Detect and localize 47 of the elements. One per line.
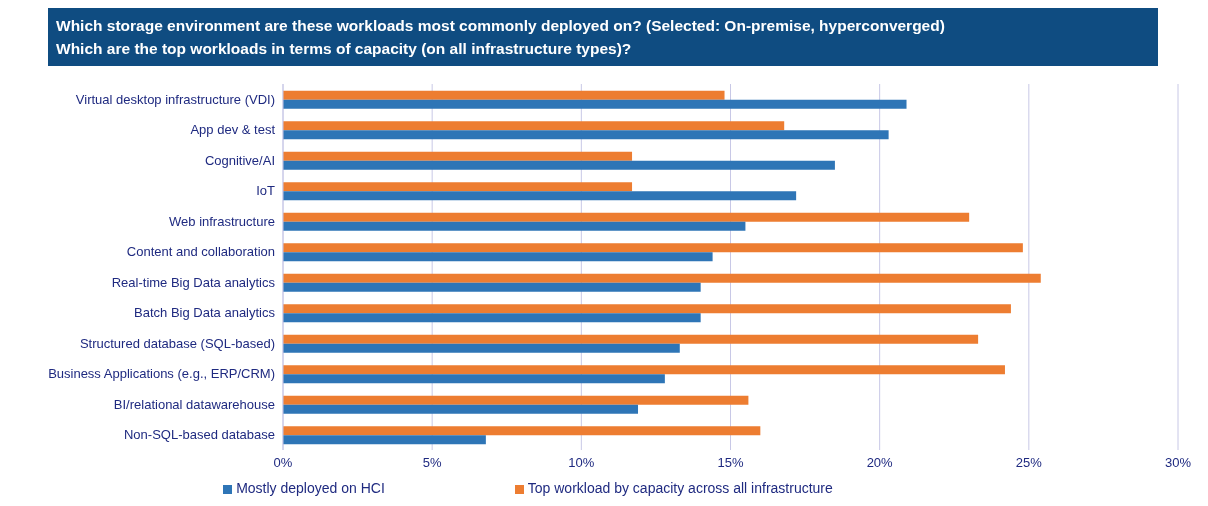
bar xyxy=(283,90,725,100)
bar xyxy=(283,343,680,353)
y-tick-label: Web infrastructure xyxy=(169,213,275,229)
bar xyxy=(283,191,797,201)
bar xyxy=(283,304,1011,314)
bar xyxy=(283,130,889,140)
bar xyxy=(283,243,1023,253)
y-tick-label: Business Applications (e.g., ERP/CRM) xyxy=(48,366,275,382)
y-tick-label: Structured database (SQL-based) xyxy=(79,335,275,351)
x-tick-label: 20% xyxy=(866,455,894,471)
y-tick-label: Virtual desktop infrastructure (VDI) xyxy=(75,91,275,107)
bar xyxy=(283,334,979,344)
legend-label: Top workload by capacity across all infrastructure xyxy=(527,480,833,496)
bar xyxy=(283,282,701,292)
x-tick-label: 30% xyxy=(1164,455,1192,471)
y-tick-label: Real-time Big Data analytics xyxy=(111,274,276,290)
y-tick-label: BI/relational datawarehouse xyxy=(113,396,275,412)
bar xyxy=(283,374,665,384)
bar xyxy=(283,426,761,436)
bar xyxy=(283,99,907,109)
bar xyxy=(283,273,1041,283)
bar xyxy=(283,221,746,231)
y-tick-label: App dev & test xyxy=(190,122,276,138)
chart-title: Which storage environment are these workloads most commonly deployed on? (Selected: On-premise, hyperconverged) xyxy=(56,16,946,36)
bar xyxy=(283,252,713,262)
x-tick-label: 25% xyxy=(1015,455,1043,471)
bar xyxy=(283,404,639,414)
y-tick-label: Batch Big Data analytics xyxy=(134,305,276,321)
bar xyxy=(283,160,835,170)
x-tick-label: 5% xyxy=(422,455,442,471)
y-tick-label: Non-SQL-based database xyxy=(123,427,275,443)
bar xyxy=(283,313,701,323)
bar xyxy=(283,121,785,131)
y-tick-label: IoT xyxy=(256,183,276,199)
bar xyxy=(283,365,1005,375)
legend-label: Mostly deployed on HCI xyxy=(236,480,385,496)
x-tick-label: 10% xyxy=(568,455,595,471)
chart-subtitle: Which are the top workloads in terms of capacity (on all infrastructure types)? xyxy=(56,39,633,59)
bar xyxy=(283,395,749,405)
x-tick-label: 15% xyxy=(717,455,744,471)
bar xyxy=(283,182,633,192)
y-tick-label: Cognitive/AI xyxy=(204,152,275,168)
bar xyxy=(283,151,633,161)
bar xyxy=(283,435,486,445)
bar xyxy=(283,212,970,222)
y-tick-label: Content and collaboration xyxy=(126,244,275,260)
x-tick-label: 0% xyxy=(273,455,293,471)
